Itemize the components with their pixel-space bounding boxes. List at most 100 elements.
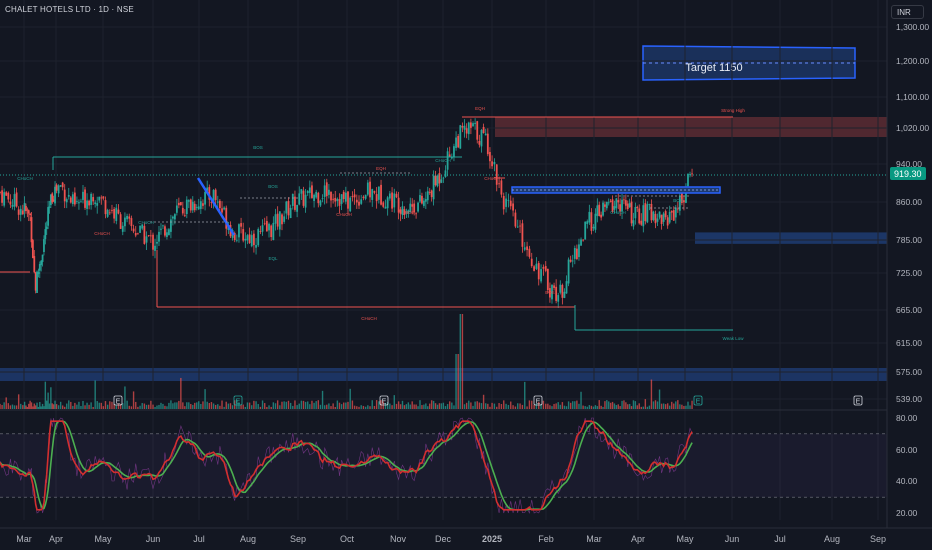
candle-body: [132, 228, 135, 232]
candle-body: [672, 210, 675, 221]
candle-body: [242, 229, 245, 241]
candle-body: [654, 213, 657, 224]
volume-bar: [132, 391, 135, 409]
volume-bar: [219, 405, 221, 409]
candle-body: [34, 272, 37, 291]
candle-body: [179, 202, 182, 206]
candle-body: [255, 245, 257, 248]
candle-body: [128, 216, 131, 219]
earnings-marker[interactable]: E: [693, 395, 703, 406]
target-label: Target 1150: [685, 62, 742, 74]
candle-body: [31, 240, 34, 259]
volume-bar: [302, 400, 305, 409]
candle-body: [285, 201, 288, 214]
candle-body: [88, 200, 90, 206]
candle-body: [206, 187, 209, 191]
candle-body: [482, 126, 485, 134]
volume-bar: [463, 404, 466, 409]
candle-body: [23, 202, 26, 212]
candle-body: [569, 259, 572, 262]
volume-bar: [409, 404, 411, 409]
volume-bar: [442, 402, 445, 409]
candle-body: [246, 235, 249, 241]
volume-bar: [545, 403, 547, 409]
earnings-marker[interactable]: E: [233, 395, 243, 406]
earnings-label: E: [536, 399, 541, 406]
candle-body: [664, 211, 667, 218]
volume-bar: [604, 401, 606, 409]
candle-body: [263, 223, 266, 225]
candle-body: [689, 173, 691, 175]
volume-bar: [480, 403, 483, 409]
candle-body: [668, 211, 671, 223]
earnings-marker[interactable]: E: [113, 395, 123, 406]
candle-body: [474, 122, 477, 124]
candle-body: [84, 189, 86, 208]
volume-bar: [330, 406, 332, 409]
volume-bar: [598, 400, 600, 409]
volume-bar: [154, 406, 156, 409]
volume-bar: [180, 377, 182, 409]
candle-body: [274, 214, 277, 224]
volume-bar: [86, 402, 88, 409]
earnings-marker[interactable]: E: [533, 395, 543, 406]
candle-body: [294, 196, 296, 210]
candle-body: [121, 225, 124, 232]
candle-body: [582, 239, 585, 241]
volume-bar: [22, 405, 24, 409]
volume-bar: [164, 405, 166, 409]
volume-bar: [52, 404, 55, 409]
candle-body: [130, 218, 133, 227]
candle-body: [450, 157, 453, 159]
earnings-marker[interactable]: E: [853, 395, 863, 406]
volume-bar: [638, 403, 640, 409]
volume-bar: [689, 405, 691, 409]
volume-bar: [122, 403, 124, 409]
volume-bar: [166, 406, 168, 409]
volume-bar: [214, 404, 217, 409]
eqh-label: EQH: [475, 106, 485, 111]
volume-bar: [178, 400, 180, 409]
volume-bar: [407, 402, 410, 409]
volume-bar: [78, 401, 80, 409]
volume-bar: [61, 405, 64, 409]
oscillator-raw-line: [0, 417, 693, 514]
candle-body: [605, 201, 608, 209]
candle-body: [272, 222, 275, 240]
volume-bar: [1, 405, 3, 409]
volume-bar: [170, 400, 172, 409]
candle-body: [338, 199, 341, 206]
volume-bar: [36, 402, 38, 409]
candle-body: [52, 199, 55, 202]
volume-bar: [561, 402, 564, 409]
candle-body: [514, 212, 517, 227]
candle-body: [143, 225, 146, 244]
volume-bar: [455, 354, 457, 409]
volume-bar: [507, 404, 510, 409]
earnings-marker[interactable]: E: [379, 395, 389, 406]
symbol-title: CHALET HOTELS LTD · 1D · NSE: [5, 5, 134, 14]
volume-bar: [51, 403, 53, 409]
candle-body: [353, 194, 356, 198]
volume-bar: [642, 406, 645, 409]
candle-body: [124, 217, 126, 227]
candle-body: [419, 195, 421, 202]
candle-body: [197, 206, 200, 210]
candle-body: [567, 259, 570, 284]
volume-bar: [25, 405, 27, 409]
currency-selector[interactable]: INR: [891, 5, 924, 19]
candle-body: [377, 186, 380, 200]
volume-bar: [594, 405, 597, 409]
volume-bar: [644, 399, 647, 409]
volume-bar: [186, 402, 188, 409]
candle-body: [563, 291, 566, 298]
volume-bar: [292, 405, 294, 409]
price-tick-label: 725.00: [896, 268, 922, 278]
candle-body: [617, 200, 620, 203]
volume-bar: [432, 400, 435, 409]
strong-high-label: Strong High: [721, 108, 745, 113]
volume-bar: [397, 401, 400, 409]
volume-bar: [378, 401, 380, 409]
volume-bar: [449, 401, 451, 409]
